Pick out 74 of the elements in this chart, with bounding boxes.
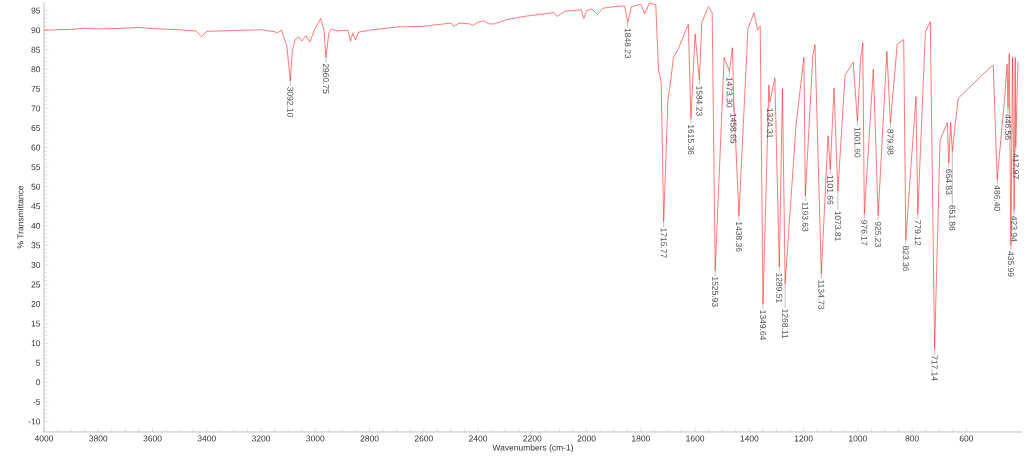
annotation: 1615.36 xyxy=(687,124,694,155)
annotation: 486.40 xyxy=(994,185,1001,211)
x-tick-label: 3000 xyxy=(306,435,325,442)
annotation: 1584.23 xyxy=(696,86,703,116)
annotation: 1848.23 xyxy=(624,28,631,59)
annotation: 779.12 xyxy=(914,220,921,246)
annotation: 446.56 xyxy=(1005,114,1011,140)
x-tick-label: 1000 xyxy=(849,435,867,442)
annotation: 1073.81 xyxy=(834,211,841,241)
annotation: 417.97 xyxy=(1012,153,1019,179)
annotation: 1438.36 xyxy=(735,221,742,252)
y-tick-label: 45 xyxy=(31,203,41,210)
y-tick-label: 25 xyxy=(31,281,41,288)
annotation: 1525.93 xyxy=(712,277,719,307)
x-tick-label: 600 xyxy=(959,435,974,442)
annotation: 2960.75 xyxy=(322,63,329,94)
annotation: 1101.66 xyxy=(827,175,834,205)
y-tick-label: 75 xyxy=(31,85,41,92)
annotation: 1268.11 xyxy=(782,309,789,339)
y-tick-label: 55 xyxy=(31,164,41,171)
y-tick-label: 90 xyxy=(31,27,41,34)
y-tick-label: 5 xyxy=(36,359,41,366)
x-tick-label: 800 xyxy=(905,435,919,442)
x-tick-label: 1400 xyxy=(740,435,759,442)
y-tick-label: 50 xyxy=(31,183,41,190)
y-tick-label: 40 xyxy=(31,222,41,229)
annotation: 1324.31 xyxy=(766,108,773,139)
annotation: 1715.77 xyxy=(660,228,667,258)
y-axis-title: % Transmittance xyxy=(17,185,24,249)
x-tick-label: 3400 xyxy=(197,435,216,442)
x-tick-label: 2600 xyxy=(414,435,433,442)
annotation: 435.99 xyxy=(1007,251,1014,277)
x-tick-label: 1200 xyxy=(794,435,813,442)
x-tick-label: 2200 xyxy=(523,435,542,442)
x-tick-label: 4000 xyxy=(34,435,54,442)
x-tick-label: 3200 xyxy=(251,435,271,442)
annotation: 1001.60 xyxy=(854,127,861,158)
annotation: 423.94 xyxy=(1011,216,1018,242)
annotation: 3092.10 xyxy=(287,87,294,117)
x-tick-label: 2800 xyxy=(360,435,379,442)
annotation: 1193.63 xyxy=(802,202,809,232)
x-axis-title: Wavenumbers (cm-1) xyxy=(492,444,573,453)
x-tick-label: 2400 xyxy=(469,435,488,442)
annotation: 925.23 xyxy=(875,221,882,247)
y-tick-label: 30 xyxy=(31,261,41,268)
x-tick-label: 1800 xyxy=(632,435,650,442)
annotation: 664.83 xyxy=(945,169,952,195)
y-tick-label: 20 xyxy=(31,301,41,308)
annotation: 1134.73 xyxy=(818,280,825,310)
y-tick-label: 60 xyxy=(31,144,41,151)
y-tick-label: 15 xyxy=(31,320,41,327)
y-tick-label: 85 xyxy=(31,46,41,53)
y-tick-label: 0 xyxy=(36,379,41,386)
x-tick-label: 2000 xyxy=(577,435,596,442)
y-tick-label: -5 xyxy=(33,398,41,405)
annotation: 879.98 xyxy=(887,129,894,155)
annotation: 976.17 xyxy=(861,220,868,246)
x-tick-label: 1600 xyxy=(686,435,705,442)
y-tick-label: 70 xyxy=(31,105,41,112)
y-tick-label: 65 xyxy=(31,124,41,131)
y-tick-label: 35 xyxy=(31,242,41,249)
y-tick-label: 80 xyxy=(31,66,41,73)
annotation: 717.14 xyxy=(931,355,938,381)
annotation: 1349.64 xyxy=(760,310,766,341)
annotation: 823.36 xyxy=(902,245,909,272)
x-tick-label: 3600 xyxy=(143,435,162,442)
x-tick-label: 3800 xyxy=(89,435,108,442)
y-tick-label: 95 xyxy=(31,7,41,14)
annotation: 1473.30 xyxy=(726,77,733,108)
annotation: 1289.51 xyxy=(776,273,783,303)
y-tick-label: -10 xyxy=(28,418,41,425)
annotation: 651.86 xyxy=(949,205,956,231)
annotation: 1458.65 xyxy=(730,113,737,144)
y-tick-label: 10 xyxy=(31,340,41,347)
